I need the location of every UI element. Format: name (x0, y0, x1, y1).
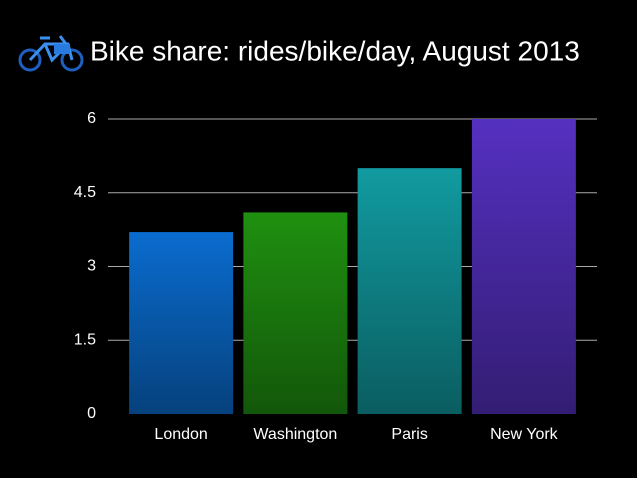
x-tick-label: Washington (253, 426, 337, 443)
x-tick-label: Paris (391, 426, 427, 443)
y-tick-label: 1.5 (74, 331, 96, 348)
bar-shade (129, 232, 234, 414)
bar-shade (471, 119, 576, 414)
bar-shade (357, 168, 462, 414)
bar-shade (243, 212, 348, 414)
x-tick-label: New York (490, 426, 559, 443)
chart-title: Bike share: rides/bike/day, August 2013 (90, 35, 580, 66)
y-tick-label: 6 (87, 110, 96, 127)
x-tick-label: London (154, 426, 207, 443)
y-tick-label: 4.5 (74, 184, 96, 201)
y-tick-label: 0 (87, 405, 96, 422)
y-tick-label: 3 (87, 258, 96, 275)
bike-icon (18, 35, 84, 72)
